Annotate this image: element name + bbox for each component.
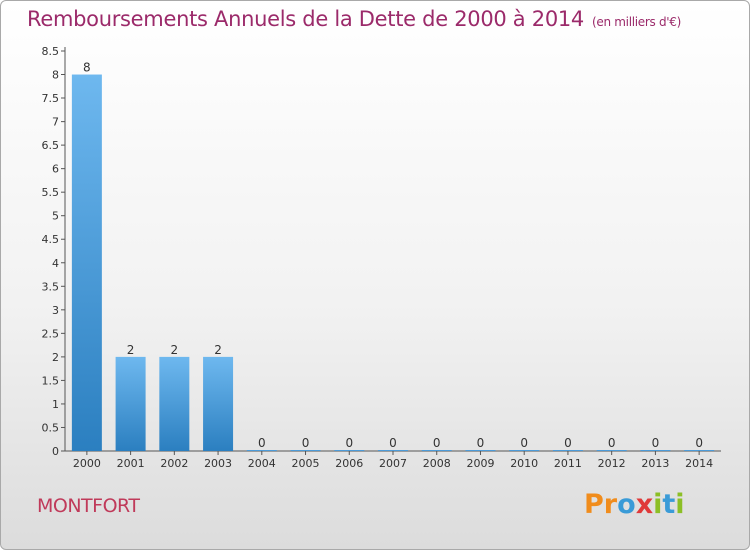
y-axis: 0 0.5 1 1.5 2 2.5 3 3.5 4 4.5 5 5.5 6 6.5 7 7.5 8 8.5 (42, 45, 66, 458)
data-label: 0 (520, 436, 528, 450)
data-label: 0 (345, 436, 353, 450)
data-label: 2 (214, 343, 222, 357)
data-label: 0 (652, 436, 660, 450)
y-tick-label: 8.5 (42, 45, 60, 58)
y-tick-label: 2.5 (42, 327, 60, 340)
y-tick-label: 1.5 (42, 374, 60, 387)
commune-name: MONTFORT (37, 495, 140, 517)
y-tick-label: 5 (52, 210, 59, 223)
data-label: 0 (302, 436, 310, 450)
y-tick-label: 2 (52, 351, 59, 364)
data-label: 0 (695, 436, 703, 450)
logo-letter: r (603, 489, 618, 520)
logo-letter: i (653, 489, 663, 520)
bar (159, 356, 190, 451)
data-label: 2 (171, 343, 179, 357)
proxiti-logo: Proxiti (584, 489, 685, 520)
bar (246, 450, 277, 451)
x-tick-label: 2014 (685, 457, 713, 470)
x-tick-label: 2011 (554, 457, 582, 470)
y-tick-label: 7.5 (42, 92, 60, 105)
bar (203, 356, 234, 451)
y-tick-label: 4 (52, 257, 59, 270)
bar (334, 450, 365, 451)
logo-letter: o (617, 489, 636, 520)
x-tick-label: 2002 (160, 457, 188, 470)
bar (684, 450, 715, 451)
y-tick-label: 7 (52, 116, 59, 129)
bars (71, 74, 715, 451)
x-tick-label: 2013 (641, 457, 669, 470)
bar (378, 450, 408, 451)
x-tick-label: 2006 (335, 457, 363, 470)
chart-subtitle: (en milliers d'€) (592, 15, 682, 29)
bar (509, 450, 540, 451)
x-tick-label: 2004 (248, 457, 276, 470)
x-tick-label: 2008 (423, 457, 451, 470)
data-labels: 8 2 2 2 0 0 0 0 0 0 0 0 0 0 0 (83, 61, 703, 450)
y-tick-label: 0 (52, 445, 59, 458)
y-tick-label: 3.5 (42, 280, 60, 293)
x-tick-label: 2012 (598, 457, 626, 470)
bar (640, 450, 671, 451)
data-label: 8 (83, 61, 91, 75)
data-label: 0 (258, 436, 266, 450)
y-tick-label: 1 (52, 398, 59, 411)
data-label: 2 (127, 343, 135, 357)
logo-letter: x (635, 489, 654, 520)
y-tick-label: 8 (52, 69, 59, 82)
x-tick-label: 2009 (466, 457, 494, 470)
bar (596, 450, 627, 451)
chart-title: Remboursements Annuels de la Dette de 20… (27, 7, 681, 31)
bar (290, 450, 321, 451)
x-tick-label: 2003 (204, 457, 232, 470)
x-tick-label: 2010 (510, 457, 538, 470)
bar (421, 450, 452, 451)
y-tick-label: 6 (52, 163, 59, 176)
y-tick-label: 5.5 (42, 186, 60, 199)
y-tick-label: 0.5 (42, 421, 60, 434)
data-label: 0 (389, 436, 397, 450)
x-tick-label: 2001 (117, 457, 145, 470)
bar (552, 450, 583, 451)
logo-letter: t (662, 489, 676, 520)
y-tick-label: 6.5 (42, 139, 60, 152)
bar (71, 74, 102, 451)
y-tick-label: 4.5 (42, 233, 60, 246)
data-label: 0 (564, 436, 572, 450)
x-tick-label: 2007 (379, 457, 407, 470)
logo-letter: i (675, 489, 685, 520)
logo-letter: P (584, 489, 604, 520)
x-tick-label: 2005 (292, 457, 320, 470)
x-tick-label: 2000 (73, 457, 101, 470)
data-label: 0 (433, 436, 441, 450)
bar (465, 450, 496, 451)
chart-title-text: Remboursements Annuels de la Dette de 20… (27, 7, 584, 31)
x-axis: 2000 2001 2002 2003 2004 2005 2006 2007 2008 2009… (65, 450, 721, 470)
bar (115, 356, 146, 451)
data-label: 0 (608, 436, 616, 450)
data-label: 0 (477, 436, 485, 450)
y-tick-label: 3 (52, 304, 59, 317)
